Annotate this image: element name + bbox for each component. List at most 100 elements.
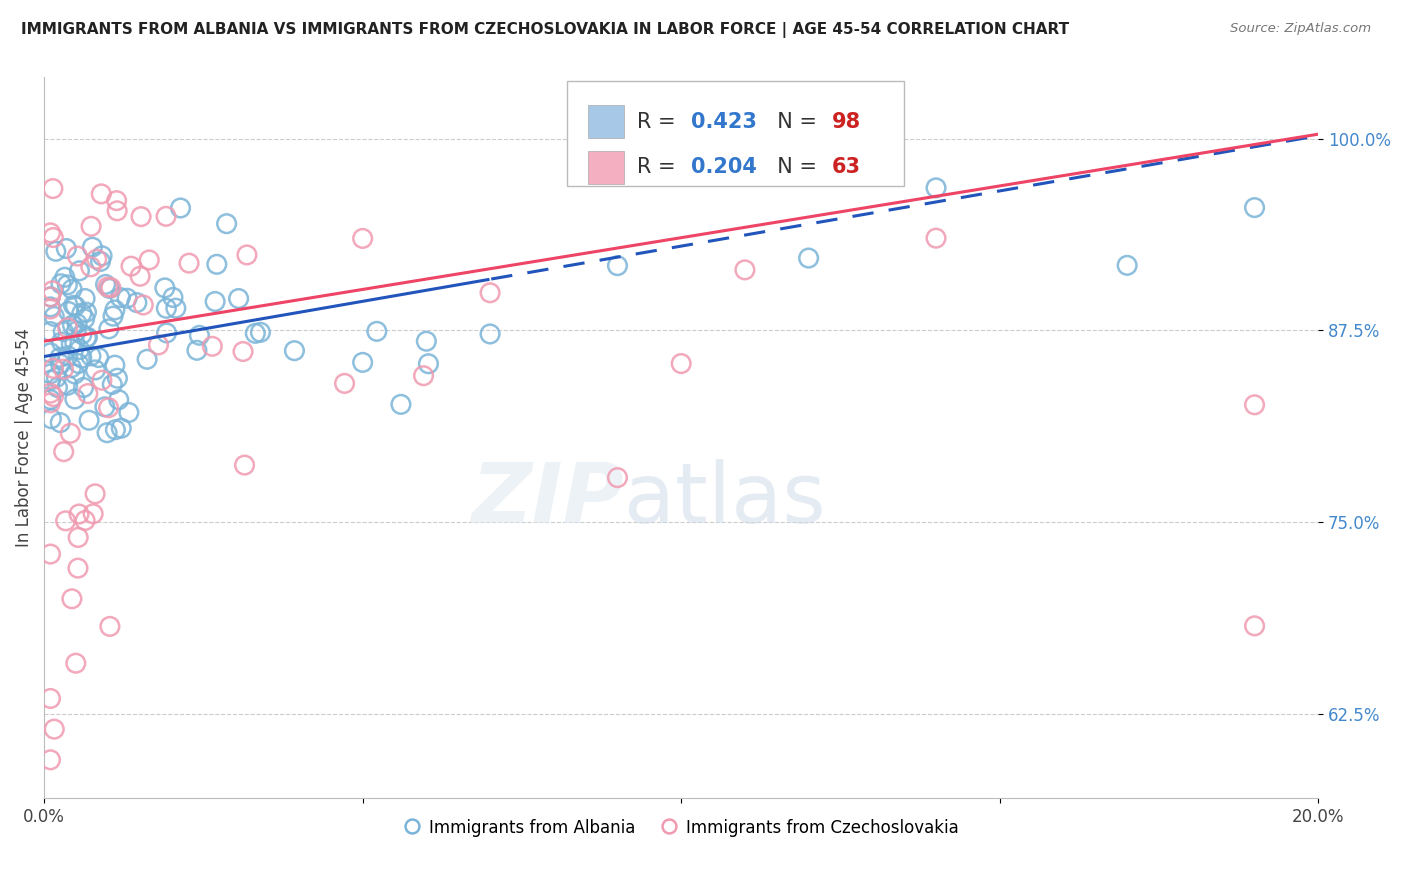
Point xyxy=(162,290,184,304)
Text: Source: ZipAtlas.com: Source: ZipAtlas.com xyxy=(1230,22,1371,36)
Point xyxy=(120,259,142,273)
Point xyxy=(49,351,72,365)
Point xyxy=(107,392,129,407)
Point xyxy=(245,326,267,341)
Point xyxy=(70,351,93,365)
Point xyxy=(42,230,65,244)
Point xyxy=(1116,258,1139,272)
Point xyxy=(67,507,90,521)
Point xyxy=(55,514,77,528)
Point xyxy=(479,326,502,341)
Point xyxy=(49,416,72,430)
Point xyxy=(132,298,155,312)
Y-axis label: In Labor Force | Age 45-54: In Labor Force | Age 45-54 xyxy=(15,328,32,548)
Point xyxy=(66,317,89,331)
Point xyxy=(65,299,87,313)
Point xyxy=(201,339,224,353)
Point xyxy=(39,386,62,401)
Point xyxy=(155,301,177,316)
Point xyxy=(734,263,756,277)
Point xyxy=(249,326,271,340)
Point xyxy=(45,370,67,384)
Point xyxy=(76,386,98,401)
Point xyxy=(204,294,226,309)
Point xyxy=(418,357,440,371)
Point xyxy=(101,309,124,323)
Point xyxy=(52,325,75,339)
Point xyxy=(42,361,65,376)
Point xyxy=(53,270,76,285)
Point xyxy=(84,363,107,377)
Point xyxy=(583,116,606,130)
Point xyxy=(39,373,62,387)
Point xyxy=(118,405,141,419)
Text: N =: N = xyxy=(763,112,824,132)
Point xyxy=(606,470,628,484)
Point xyxy=(215,217,238,231)
Point xyxy=(39,325,62,339)
Point xyxy=(606,259,628,273)
Point xyxy=(115,291,138,305)
Point xyxy=(39,226,62,240)
Point xyxy=(39,367,62,381)
Text: IMMIGRANTS FROM ALBANIA VS IMMIGRANTS FROM CZECHOSLOVAKIA IN LABOR FORCE | AGE 4: IMMIGRANTS FROM ALBANIA VS IMMIGRANTS FR… xyxy=(21,22,1069,38)
Point xyxy=(104,302,127,317)
Point xyxy=(94,277,117,292)
Text: atlas: atlas xyxy=(624,458,825,540)
Point xyxy=(136,352,159,367)
Point xyxy=(90,373,112,387)
Point xyxy=(94,400,117,414)
Point xyxy=(1243,398,1265,412)
Point xyxy=(96,425,118,440)
Point xyxy=(104,358,127,372)
Point xyxy=(65,324,87,338)
Point xyxy=(352,231,374,245)
Point xyxy=(60,360,83,375)
Point xyxy=(65,656,87,670)
Point xyxy=(129,269,152,284)
Point xyxy=(80,349,103,363)
Point xyxy=(165,301,187,315)
Point xyxy=(232,344,254,359)
Point xyxy=(42,390,65,404)
Point xyxy=(67,531,90,545)
Text: ZIP: ZIP xyxy=(471,458,624,540)
Point xyxy=(60,282,83,296)
Point xyxy=(76,330,98,344)
Point xyxy=(56,349,79,363)
Point xyxy=(91,249,114,263)
Point xyxy=(1243,619,1265,633)
Point xyxy=(228,292,250,306)
Point xyxy=(153,281,176,295)
Point xyxy=(63,392,86,406)
Point xyxy=(44,310,66,324)
Point xyxy=(75,331,97,345)
Point xyxy=(49,277,72,291)
Point xyxy=(105,203,128,218)
Point xyxy=(82,507,104,521)
Point xyxy=(669,357,692,371)
Point xyxy=(90,186,112,201)
Point xyxy=(177,256,200,270)
Point xyxy=(72,380,94,394)
Point xyxy=(56,321,79,335)
Point xyxy=(80,260,103,274)
Point xyxy=(69,343,91,357)
Point xyxy=(63,367,86,381)
Point xyxy=(39,547,62,561)
Point xyxy=(60,591,83,606)
Legend: Immigrants from Albania, Immigrants from Czechoslovakia: Immigrants from Albania, Immigrants from… xyxy=(398,813,965,844)
Point xyxy=(155,210,177,224)
Point xyxy=(39,753,62,767)
Point xyxy=(39,392,62,407)
Point xyxy=(66,561,89,575)
Text: N =: N = xyxy=(763,157,824,178)
Point xyxy=(412,368,434,383)
Point xyxy=(70,327,93,342)
Point xyxy=(87,351,110,365)
Point xyxy=(105,194,128,208)
Point xyxy=(44,722,66,736)
Point xyxy=(107,371,129,385)
Point xyxy=(352,355,374,369)
Point xyxy=(42,181,65,195)
